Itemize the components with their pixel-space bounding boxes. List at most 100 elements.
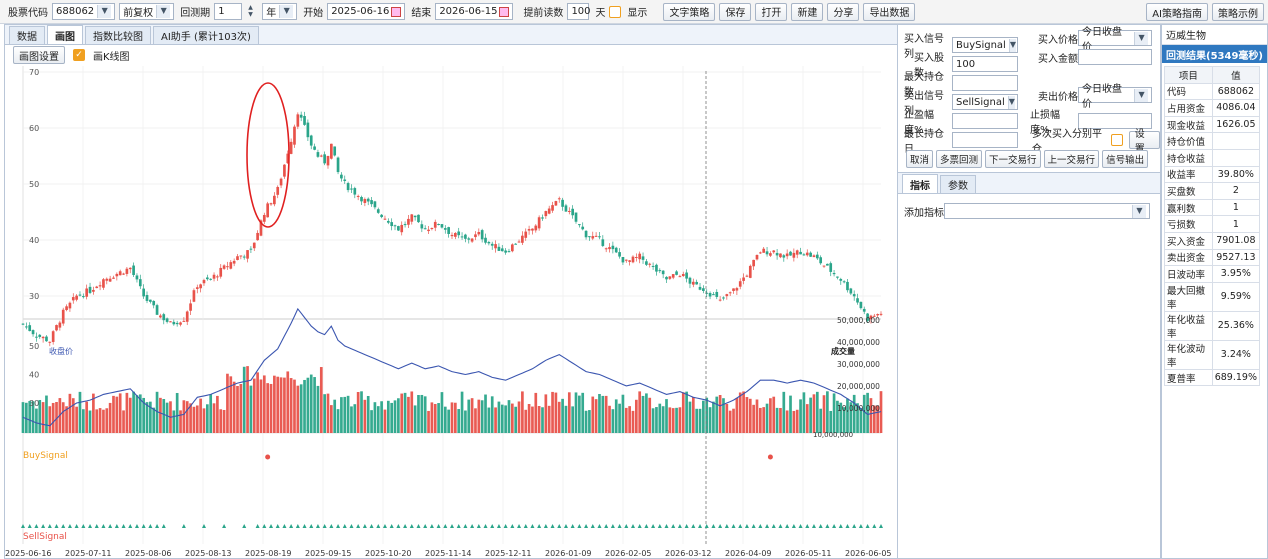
adjust-select[interactable]: 前复权 ▼ xyxy=(119,3,175,20)
candle-body xyxy=(279,178,283,186)
candle-body xyxy=(383,218,387,220)
sell-signal-marker xyxy=(644,524,649,528)
text-strategy-button[interactable]: 文字策略 xyxy=(663,2,716,21)
candle-body xyxy=(852,294,856,297)
volume-bar xyxy=(695,408,699,433)
candle-body xyxy=(35,336,38,338)
sell-signal-marker xyxy=(537,524,542,528)
volume-bar xyxy=(239,384,243,433)
kline-checkbox[interactable]: ✓ xyxy=(73,49,85,61)
settings-button[interactable]: 设置 xyxy=(1128,129,1160,155)
tab-params[interactable]: 参数 xyxy=(940,175,976,193)
sell-signal-marker xyxy=(450,524,454,528)
volume-bar xyxy=(102,409,105,433)
candle-body xyxy=(242,256,246,258)
period-unit-select[interactable]: 年 ▼ xyxy=(262,3,298,20)
sell-signal-marker xyxy=(550,524,555,528)
table-row: 持仓价值 xyxy=(1164,132,1261,150)
save-button[interactable]: 保存 xyxy=(719,2,752,21)
candle-body xyxy=(397,226,400,231)
candle-body xyxy=(457,231,461,236)
start-date-input[interactable]: 2025-06-16 xyxy=(327,3,406,20)
sell-signal-marker xyxy=(47,524,52,528)
sell-price-select[interactable]: 今日收盘价 ▼ xyxy=(1078,84,1152,110)
add-indicator-select[interactable]: ▼ xyxy=(944,203,1150,219)
x-tick-label: 2025-10-20 xyxy=(365,549,412,558)
candle-body xyxy=(876,314,879,316)
price-tick-label: 60 xyxy=(29,124,39,133)
table-row: 最大回撤率 9.59% xyxy=(1164,281,1261,312)
stock-code-select[interactable]: 688062 ▼ xyxy=(52,3,116,20)
volume-bar xyxy=(226,373,229,433)
share-button[interactable]: 分享 xyxy=(827,2,860,21)
prev-row-button[interactable]: 上一交易行 xyxy=(1043,150,1100,168)
end-date-input[interactable]: 2026-06-15 xyxy=(435,3,514,20)
open-button[interactable]: 打开 xyxy=(755,2,788,21)
tab-chart[interactable]: 画图 xyxy=(47,25,83,44)
candle-body xyxy=(782,255,786,258)
buy-price-select[interactable]: 今日收盘价 ▼ xyxy=(1078,27,1152,53)
candle-body xyxy=(95,286,99,289)
buy-shares-input[interactable]: 100 xyxy=(952,56,1018,72)
volume-bar xyxy=(497,401,501,433)
max-days-input[interactable] xyxy=(952,132,1018,148)
max-hold-input[interactable] xyxy=(952,75,1018,91)
next-row-button[interactable]: 下一交易行 xyxy=(985,150,1041,168)
candle-body xyxy=(611,245,615,250)
sell-signal-marker xyxy=(376,524,381,528)
multi-backtest-button[interactable]: 多票回测 xyxy=(936,150,983,168)
volume-bar xyxy=(205,404,209,433)
candle-body xyxy=(192,290,196,302)
candle-body xyxy=(390,222,394,227)
sell-signal-select[interactable]: SellSignal ▼ xyxy=(952,94,1018,110)
volume-bar xyxy=(665,399,668,433)
sell-signal-marker xyxy=(476,524,481,528)
volume-bar xyxy=(601,395,605,433)
calendar-icon[interactable] xyxy=(391,6,402,17)
ai-guide-button[interactable]: AI策略指南 xyxy=(1146,3,1208,21)
candle-body xyxy=(826,263,829,266)
preload-input[interactable]: 100 xyxy=(567,3,591,20)
volume-bar xyxy=(195,405,199,433)
candle-body xyxy=(748,265,752,278)
candle-body xyxy=(353,188,357,195)
sell-signal-marker xyxy=(805,524,810,528)
strategy-examples-button[interactable]: 策略示例 xyxy=(1212,3,1264,21)
tab-data[interactable]: 数据 xyxy=(9,26,45,44)
candle-body xyxy=(514,243,518,245)
candle-body xyxy=(219,267,223,277)
buy-amount-input[interactable] xyxy=(1078,49,1152,65)
candle-body xyxy=(323,154,326,164)
close-tick-label: 50 xyxy=(29,342,39,351)
highlight-ellipse xyxy=(246,82,290,228)
signal-output-button[interactable]: 信号输出 xyxy=(1102,150,1149,168)
candle-body xyxy=(135,275,139,280)
export-button[interactable]: 导出数据 xyxy=(863,2,916,21)
stop-profit-input[interactable] xyxy=(952,113,1018,129)
period-stepper[interactable]: ▲ ▼ xyxy=(248,4,253,18)
volume-bar xyxy=(638,391,642,433)
volume-bar xyxy=(242,366,246,433)
cancel-button[interactable]: 取消 xyxy=(906,150,934,168)
buy-signal-select[interactable]: BuySignal ▼ xyxy=(952,37,1018,53)
new-button[interactable]: 新建 xyxy=(791,2,824,21)
show-checkbox[interactable] xyxy=(609,5,622,18)
tab-indicator[interactable]: 指标 xyxy=(902,174,938,193)
tab-index-compare[interactable]: 指数比较图 xyxy=(85,26,151,44)
candle-body xyxy=(28,325,32,332)
sell-signal-marker xyxy=(590,524,595,528)
chart-settings-button[interactable]: 画图设置 xyxy=(13,46,65,64)
multi-buy-checkbox[interactable] xyxy=(1111,134,1123,146)
volume-bar xyxy=(641,395,645,433)
tab-ai-assistant[interactable]: AI助手 (累计103次) xyxy=(153,26,259,44)
price-chart[interactable]: 收盘价 成交量 BuySignal SellSignal 2025-06-16 2… xyxy=(5,66,897,559)
period-input[interactable]: 1 xyxy=(214,3,243,20)
show-label: 显示 xyxy=(627,8,648,19)
volume-bar xyxy=(671,408,675,433)
calendar-icon[interactable] xyxy=(499,6,510,17)
stop-loss-input[interactable] xyxy=(1078,113,1152,129)
chevron-down-icon: ▼ xyxy=(1008,38,1016,52)
volume-bar xyxy=(822,395,826,433)
candle-body xyxy=(447,227,450,234)
volume-bar xyxy=(829,410,833,433)
